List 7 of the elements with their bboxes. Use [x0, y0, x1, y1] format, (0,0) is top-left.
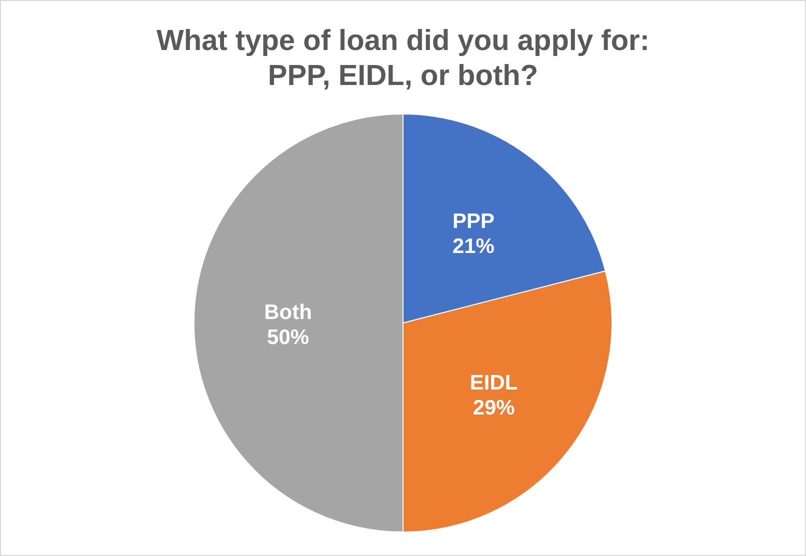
- data-label: 29%: [472, 396, 516, 420]
- slice-label: EIDL: [470, 371, 518, 394]
- slice-label: PPP: [452, 210, 494, 233]
- slice-label: Both: [264, 300, 312, 324]
- data-label: 50%: [267, 326, 310, 349]
- data-label: 21%: [452, 235, 495, 258]
- chart-title: What type of loan did you apply for: PPP, EIDL, or both?: [156, 25, 650, 92]
